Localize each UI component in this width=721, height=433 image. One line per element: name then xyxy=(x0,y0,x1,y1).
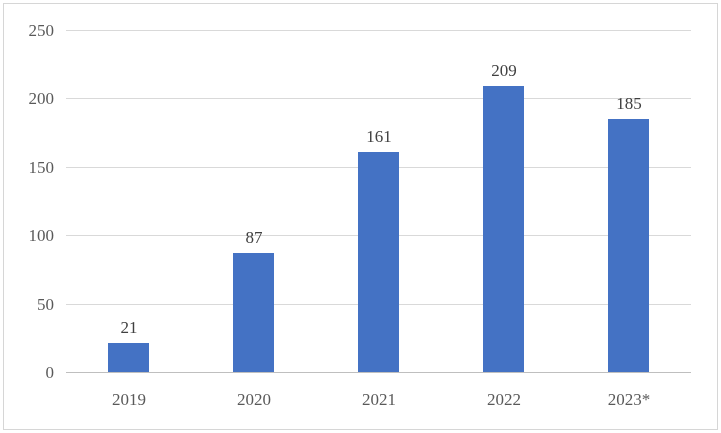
bar-2020 xyxy=(233,253,274,372)
y-tick-label: 100 xyxy=(28,226,55,245)
data-label: 185 xyxy=(616,94,642,113)
data-label: 209 xyxy=(491,61,517,80)
y-tick-label: 50 xyxy=(37,295,54,314)
bar-2021 xyxy=(358,152,399,372)
gridline xyxy=(66,98,691,99)
x-axis-line xyxy=(66,372,691,373)
bar-2023* xyxy=(608,119,649,372)
bar-2022 xyxy=(483,86,524,372)
y-tick-label: 150 xyxy=(28,158,55,177)
gridline xyxy=(66,30,691,31)
data-label: 87 xyxy=(245,228,263,247)
bar-2019 xyxy=(108,343,149,372)
x-tick-label: 2019 xyxy=(112,390,146,409)
y-tick-label: 0 xyxy=(45,363,55,382)
y-tick-label: 250 xyxy=(28,21,55,40)
x-tick-label: 2020 xyxy=(237,390,271,409)
data-label: 161 xyxy=(366,127,392,146)
x-tick-label: 2023* xyxy=(607,390,651,409)
data-label: 21 xyxy=(120,318,138,337)
plot-area: 21 87 161 209 185 xyxy=(66,30,691,373)
y-tick-label: 200 xyxy=(28,89,55,108)
x-tick-label: 2022 xyxy=(487,390,521,409)
x-tick-label: 2021 xyxy=(362,390,396,409)
